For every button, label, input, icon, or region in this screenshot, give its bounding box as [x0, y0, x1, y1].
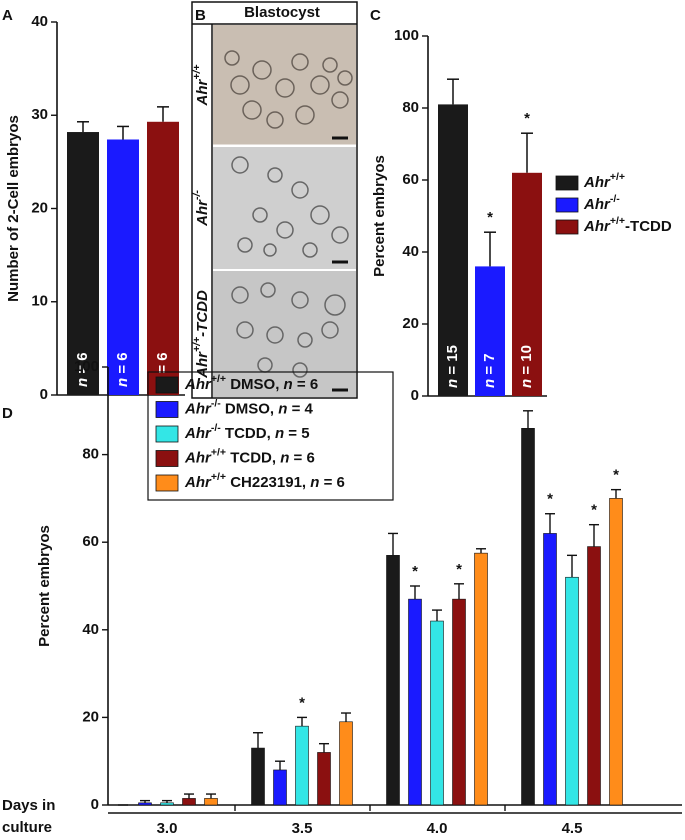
x-tick-label: 3.0	[157, 820, 178, 837]
y-tick-label: 20	[402, 315, 419, 332]
bar	[251, 747, 265, 806]
y-tick-label: 40	[31, 13, 48, 30]
bar	[438, 104, 468, 397]
y-tick-label: 0	[91, 796, 99, 813]
panel-letter: D	[2, 405, 13, 422]
x-tick-label: 3.5	[292, 820, 313, 837]
bar	[339, 721, 353, 806]
embryos	[231, 282, 346, 378]
legend-label: Ahr-/-	[583, 193, 620, 213]
significance: *	[412, 563, 418, 580]
bar	[521, 428, 535, 806]
legend-swatch	[155, 425, 179, 443]
bar	[147, 121, 179, 395]
row-label: Ahr-/-	[191, 190, 211, 227]
x-tick-label: 4.0	[427, 820, 448, 837]
bar	[452, 598, 466, 806]
legend-swatch	[555, 219, 579, 235]
image-title: Blastocyst	[244, 4, 320, 21]
bar	[430, 620, 444, 806]
bar	[160, 802, 174, 806]
significance: *	[524, 110, 530, 127]
bar-label: n = 10	[518, 345, 535, 388]
y-tick-label: 100	[394, 27, 419, 44]
significance: *	[299, 694, 305, 711]
bar	[543, 533, 557, 806]
y-tick-label: 0	[411, 387, 419, 404]
bar	[107, 139, 139, 395]
micrograph	[213, 147, 356, 269]
y-tick-label: 10	[31, 293, 48, 310]
y-tick-label: 60	[402, 171, 419, 188]
embryos	[224, 50, 353, 129]
legend-label: Ahr-/- TCDD, n = 5	[184, 422, 310, 442]
bar	[317, 752, 331, 806]
bar	[474, 552, 488, 806]
embryos	[231, 156, 349, 258]
legend-swatch	[155, 401, 179, 418]
y-tick-label: 40	[402, 243, 419, 260]
y-tick-label: 80	[82, 446, 99, 463]
y-tick-label: 20	[82, 708, 99, 725]
panel-b-images	[191, 1, 358, 399]
legend-label: Ahr+/+-TCDD	[583, 215, 672, 235]
legend-frame	[147, 371, 394, 501]
x-axis-label: Days in culture	[2, 797, 60, 836]
y-tick-label: 20	[31, 199, 48, 216]
bar	[138, 802, 152, 806]
legend-label: Ahr+/+ CH223191, n = 6	[184, 471, 345, 491]
bar	[273, 769, 287, 806]
bar	[587, 546, 601, 806]
y-tick-label: 60	[82, 533, 99, 550]
scale-bars	[332, 136, 348, 392]
bar-label: n = 7	[481, 353, 498, 388]
bar	[512, 172, 542, 396]
legend-label: Ahr+/+ DMSO, n = 6	[184, 373, 318, 393]
y-axis-label: Percent embryos	[371, 155, 388, 277]
row-label: Ahr+/+	[191, 64, 211, 106]
bar	[609, 498, 623, 806]
legend-swatch	[155, 450, 179, 467]
significance: *	[613, 467, 619, 484]
bar-label: n = 15	[444, 345, 461, 388]
significance: *	[456, 561, 462, 578]
bar	[475, 266, 505, 396]
legend-swatch	[555, 197, 579, 213]
bar	[204, 798, 218, 806]
legend-swatch	[155, 376, 179, 394]
legend-label: Ahr-/- DMSO, n = 4	[184, 397, 314, 417]
bar	[408, 598, 422, 806]
y-tick-label: 40	[82, 621, 99, 638]
bar	[67, 132, 99, 395]
bar	[386, 555, 400, 806]
bar-label: n = 6	[74, 352, 91, 387]
significance: *	[547, 491, 553, 508]
legend-swatch	[155, 474, 179, 492]
panel-letter: C	[370, 7, 381, 24]
micrograph	[213, 25, 356, 145]
y-tick-label: 30	[31, 106, 48, 123]
y-tick-label: 100	[74, 358, 99, 375]
y-tick-label: 0	[40, 386, 48, 403]
y-axis-label: Percent embryos	[36, 525, 53, 647]
legend-label: Ahr+/+	[583, 171, 625, 191]
panel-letter: A	[2, 7, 13, 24]
y-tick-label: 80	[402, 99, 419, 116]
x-tick-label: 4.5	[562, 820, 583, 837]
bar	[182, 798, 196, 806]
bar	[295, 725, 309, 806]
legend-swatch	[555, 175, 579, 191]
panel-letter: B	[195, 7, 206, 24]
y-axis-label: Number of 2-Cell embryos	[5, 115, 22, 302]
micrograph	[213, 271, 356, 397]
significance: *	[591, 502, 597, 519]
significance: *	[487, 209, 493, 226]
bar-label: n = 6	[114, 352, 131, 387]
bar	[565, 576, 579, 806]
legend-label: Ahr+/+ TCDD, n = 6	[184, 446, 315, 466]
row-label: Ahr+/+-TCDD	[191, 290, 211, 379]
